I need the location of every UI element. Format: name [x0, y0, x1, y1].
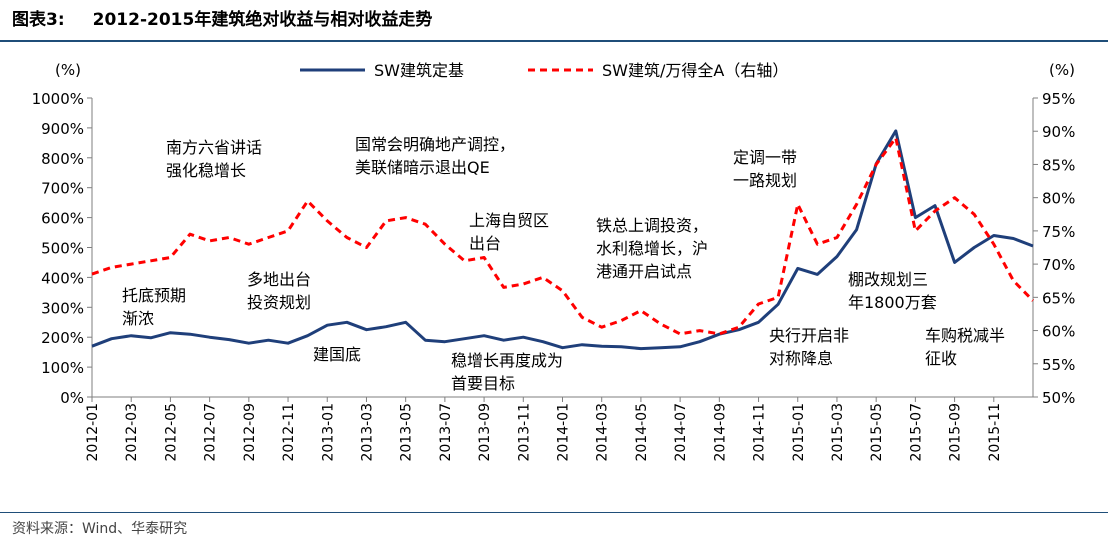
right-tick-label: 60%: [1042, 323, 1075, 341]
x-tick-label: 2012-07: [203, 403, 219, 462]
x-tick-label: 2015-05: [869, 403, 885, 462]
legend-label-rel: SW建筑/万得全A（右轴）: [602, 61, 788, 80]
x-tick-label: 2014-01: [556, 403, 572, 462]
left-unit-label: (%): [55, 61, 81, 79]
annotation-text: 南方六省讲话: [166, 138, 262, 157]
figure-number: 图表3:: [12, 10, 65, 30]
right-tick-label: 75%: [1042, 223, 1075, 241]
annotation-text: 水利稳增长，沪: [596, 239, 708, 258]
right-tick-label: 85%: [1042, 156, 1075, 174]
annotation-text: 征收: [925, 349, 957, 368]
figure-title-text: 2012-2015年建筑绝对收益与相对收益走势: [92, 10, 433, 30]
source-note: 资料来源：Wind、华泰研究: [12, 521, 188, 537]
x-tick-label: 2015-01: [791, 403, 807, 462]
annotation-text: 首要目标: [451, 374, 515, 393]
x-tick-label: 2015-09: [948, 403, 964, 462]
x-tick-label: 2012-11: [281, 403, 297, 462]
annotation-text: 对称降息: [769, 349, 833, 368]
title-divider: [0, 40, 1108, 42]
annotation-text: 棚改规划三: [848, 270, 928, 289]
left-tick-label: 400%: [41, 269, 84, 287]
legend-label-abs: SW建筑定基: [374, 61, 464, 80]
annotation-text: 央行开启非: [769, 326, 849, 345]
x-tick-label: 2015-03: [830, 403, 846, 462]
left-tick-label: 900%: [41, 120, 84, 138]
left-tick-label: 100%: [41, 359, 84, 377]
annotation-text: 多地出台: [247, 270, 311, 289]
x-tick-label: 2013-01: [320, 403, 336, 462]
line-chart: 0% 100% 200% 300% 400% 500% 600% 700% 800% 900% 10…: [32, 61, 1076, 462]
x-tick-label: 2012-05: [163, 403, 179, 462]
annotation-text: 一路规划: [733, 171, 797, 190]
x-tick-label: 2013-11: [516, 403, 532, 462]
left-tick-label: 500%: [41, 240, 84, 258]
x-tick-label: 2013-07: [438, 403, 454, 462]
x-tick-label: 2012-09: [242, 403, 258, 462]
annotation-text: 稳增长再度成为: [451, 351, 563, 370]
x-tick-label: 2012-01: [85, 403, 101, 462]
x-tick-label: 2013-05: [399, 403, 415, 462]
right-tick-label: 55%: [1042, 356, 1075, 374]
right-tick-label: 80%: [1042, 190, 1075, 208]
annotation-text: 年1800万套: [848, 293, 937, 312]
annotation-text: 出台: [469, 234, 501, 253]
annotation-text: 投资规划: [247, 293, 311, 312]
annotation-text: 托底预期: [122, 286, 186, 305]
right-tick-label: 90%: [1042, 123, 1075, 141]
axes: 0% 100% 200% 300% 400% 500% 600% 700% 800% 900% 10…: [32, 61, 1076, 462]
x-tick-label: 2014-05: [634, 403, 650, 462]
annotation-text: 美联储暗示退出QE: [355, 158, 490, 177]
right-tick-label: 65%: [1042, 289, 1075, 307]
annotation-text: 铁总上调投资，: [596, 216, 708, 235]
x-tick-label: 2014-03: [595, 403, 611, 462]
footer-divider: [0, 512, 1108, 513]
series-lines: [91, 129, 1035, 351]
x-tick-label: 2014-09: [712, 403, 728, 462]
right-tick-label: 50%: [1042, 389, 1075, 407]
x-tick-label: 2015-07: [908, 403, 924, 462]
left-tick-label: 0%: [60, 389, 84, 407]
left-tick-label: 600%: [41, 210, 84, 228]
figure-title: 图表3: 2012-2015年建筑绝对收益与相对收益走势: [12, 4, 432, 36]
annotation-text: 定调一带: [733, 148, 797, 167]
annotation-text: 港通开启试点: [596, 262, 692, 281]
annotation-text: 渐浓: [122, 309, 154, 328]
annotation-text: 车购税减半: [925, 326, 1005, 345]
annotation-text: 国常会明确地产调控，: [355, 135, 515, 154]
annotation-text: 上海自贸区: [469, 211, 549, 230]
right-tick-label: 95%: [1042, 90, 1075, 108]
x-tick-label: 2013-03: [359, 403, 375, 462]
right-unit-label: (%): [1049, 61, 1075, 79]
left-tick-label: 1000%: [32, 90, 84, 108]
left-tick-label: 200%: [41, 329, 84, 347]
x-tick-label: 2014-07: [673, 403, 689, 462]
annotation-text: 强化稳增长: [166, 161, 246, 180]
left-tick-label: 300%: [41, 299, 84, 317]
legend: SW建筑定基 SW建筑/万得全A（右轴）: [300, 61, 788, 80]
left-tick-label: 700%: [41, 180, 84, 198]
series-line-relative-ratio: [91, 136, 1035, 336]
right-tick-label: 70%: [1042, 256, 1075, 274]
left-tick-label: 800%: [41, 150, 84, 168]
x-tick-label: 2014-11: [752, 403, 768, 462]
x-tick-label: 2015-11: [987, 403, 1003, 462]
annotation-text: 建国底: [313, 345, 361, 364]
x-tick-label: 2013-09: [477, 403, 493, 462]
x-tick-label: 2012-03: [124, 403, 140, 462]
